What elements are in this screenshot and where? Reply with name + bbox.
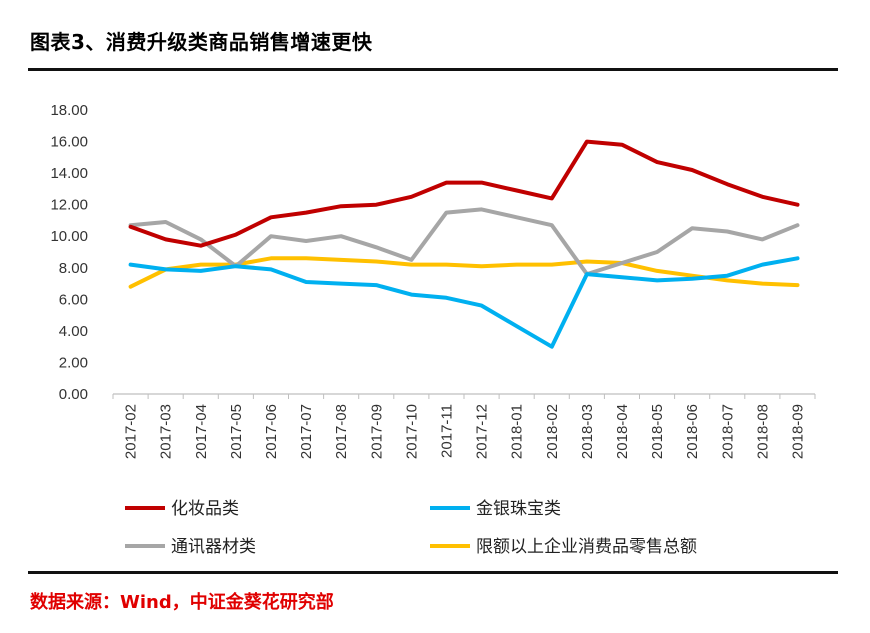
legend-label: 化妆品类 — [171, 499, 239, 519]
x-tick-label: 2017-04 — [193, 404, 210, 459]
legend-item: 化妆品类 — [125, 499, 239, 519]
x-tick-label: 2018-05 — [649, 404, 666, 459]
legend-item: 通讯器材类 — [125, 537, 256, 557]
x-tick-label: 2018-06 — [684, 404, 701, 459]
x-tick-label: 2017-02 — [123, 404, 140, 459]
x-tick-label: 2018-08 — [754, 404, 771, 459]
x-tick-label: 2018-02 — [544, 404, 561, 459]
x-tick-label: 2017-08 — [333, 404, 350, 459]
legend-item: 限额以上企业消费品零售总额 — [430, 537, 697, 557]
series-line-0 — [128, 139, 800, 248]
y-tick-label: 12.00 — [50, 197, 88, 214]
x-tick-label: 2017-05 — [228, 404, 245, 459]
y-tick-label: 8.00 — [59, 260, 88, 277]
legend-label: 金银珠宝类 — [476, 499, 561, 519]
top-rule — [28, 68, 838, 71]
bottom-rule — [28, 571, 838, 574]
y-tick-label: 14.00 — [50, 165, 88, 182]
x-tick-label: 2018-07 — [719, 404, 736, 459]
chart-title: 图表3、消费升级类商品销售增速更快 — [30, 30, 373, 54]
x-tick-label: 2017-12 — [474, 404, 491, 459]
y-tick-label: 6.00 — [59, 291, 88, 308]
legend-label: 限额以上企业消费品零售总额 — [476, 537, 697, 557]
legend-item: 金银珠宝类 — [430, 499, 561, 519]
series-line-2 — [128, 207, 800, 277]
y-tick-label: 4.00 — [59, 323, 88, 340]
legend-label: 通讯器材类 — [171, 537, 256, 557]
x-tick-label: 2017-11 — [438, 404, 455, 458]
x-tick-label: 2017-10 — [403, 404, 420, 459]
y-tick-label: 16.00 — [50, 134, 88, 151]
y-axis: 0.00 2.00 4.00 6.00 8.00 10.00 12.00 14.00 16.00… — [50, 102, 88, 403]
y-tick-label: 10.00 — [50, 228, 88, 245]
x-tick-label: 2017-06 — [263, 404, 280, 459]
x-tick-label: 2017-07 — [298, 404, 315, 459]
y-tick-label: 2.00 — [59, 354, 88, 371]
x-tick-label: 2017-09 — [368, 404, 385, 459]
x-tick-label: 2017-03 — [158, 404, 175, 459]
x-tick-label: 2018-04 — [614, 404, 631, 459]
series-lines — [128, 139, 800, 349]
x-tick-label: 2018-09 — [789, 404, 806, 459]
y-tick-label: 0.00 — [59, 386, 88, 403]
data-source-note: 数据来源：Wind，中证金葵花研究部 — [30, 592, 334, 613]
x-axis: 2017-02 2017-03 2017-04 2017-05 2017-06 2017-… — [112, 393, 816, 459]
y-tick-label: 18.00 — [50, 102, 88, 119]
x-tick-label: 2018-01 — [509, 404, 526, 459]
x-tick-label: 2018-03 — [579, 404, 596, 459]
series-line-1 — [128, 256, 800, 349]
